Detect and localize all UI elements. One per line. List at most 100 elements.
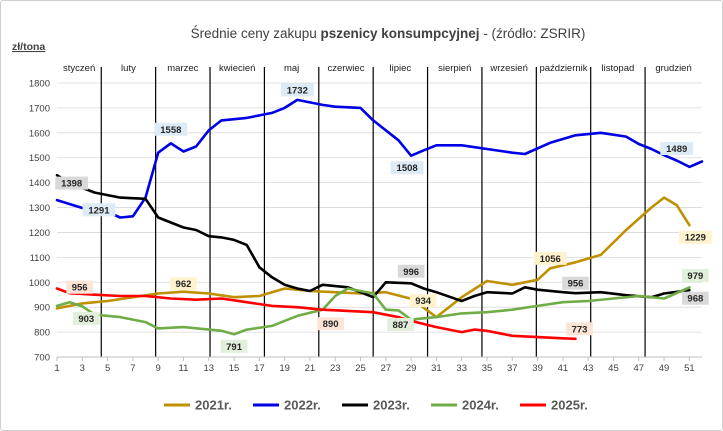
data-label-2024r: 887 bbox=[393, 320, 409, 331]
x-tick-label: 19 bbox=[279, 363, 290, 374]
y-tick-label: 1700 bbox=[29, 103, 50, 114]
x-tick-label: 31 bbox=[431, 363, 442, 374]
x-tick-label: 3 bbox=[80, 363, 85, 374]
y-tick-label: 1600 bbox=[29, 128, 50, 139]
data-label-2024r: 791 bbox=[226, 342, 243, 353]
data-label-2022r: 1508 bbox=[397, 163, 418, 174]
data-label-bg bbox=[682, 269, 709, 283]
data-label-bg bbox=[678, 230, 712, 244]
month-label: styczeń bbox=[63, 63, 95, 74]
x-tick-label: 25 bbox=[355, 363, 366, 374]
month-label: maj bbox=[284, 63, 299, 74]
x-tick-label: 5 bbox=[105, 363, 110, 374]
data-label-bg bbox=[280, 83, 314, 97]
month-label: wrzesień bbox=[489, 63, 528, 74]
data-label-bg bbox=[409, 294, 437, 308]
chart-title-prefix: Średnie ceny zakupu bbox=[191, 26, 321, 41]
legend-label-2021r: 2021r. bbox=[195, 398, 232, 413]
data-labels: 962 934 1056 1229 1291 1558 1732 1508 1489 1398 99… bbox=[55, 83, 712, 353]
axes: 700 800 900 1000 1100 1200 1300 1400 1500 1600 170… bbox=[29, 79, 702, 374]
x-tick-label: 7 bbox=[130, 363, 135, 374]
series-line-2023r bbox=[55, 173, 691, 303]
x-tick-label: 49 bbox=[659, 363, 670, 374]
x-tick-label: 37 bbox=[507, 363, 518, 374]
data-label-bg bbox=[397, 264, 425, 278]
data-label-2024r: 979 bbox=[687, 271, 703, 282]
y-tick-label: 1400 bbox=[29, 178, 50, 189]
x-tick-label: 9 bbox=[156, 363, 161, 374]
legend-label-2023r: 2023r. bbox=[373, 398, 410, 413]
x-tick-label: 21 bbox=[305, 363, 316, 374]
x-tick-label: 29 bbox=[406, 363, 417, 374]
data-label-2022r: 1489 bbox=[666, 144, 687, 155]
month-label: luty bbox=[121, 63, 136, 74]
series-line-2022r bbox=[55, 98, 704, 219]
data-label-2021r: 1229 bbox=[685, 233, 706, 244]
month-label: lipiec bbox=[390, 63, 412, 74]
y-tick-label: 1800 bbox=[29, 79, 50, 90]
month-label: październik bbox=[539, 63, 587, 74]
y-axis-unit-label: zł/tona bbox=[12, 41, 45, 53]
data-label-bg bbox=[566, 322, 593, 336]
data-label-bg bbox=[317, 317, 344, 331]
data-label-bg bbox=[55, 176, 89, 190]
data-label-2021r: 934 bbox=[415, 296, 432, 307]
chart-title-bold: pszenicy konsumpcyjnej bbox=[321, 26, 480, 41]
data-label-bg bbox=[533, 251, 567, 265]
data-label-bg bbox=[390, 161, 424, 175]
data-label-2023r: 968 bbox=[687, 294, 703, 305]
y-tick-label: 1100 bbox=[30, 253, 50, 264]
data-label-2022r: 1732 bbox=[287, 85, 308, 96]
x-tick-label: 51 bbox=[684, 363, 695, 374]
series-line-2025r bbox=[55, 287, 577, 341]
x-tick-label: 47 bbox=[633, 363, 644, 374]
data-label-bg bbox=[66, 280, 93, 294]
x-tick-label: 43 bbox=[583, 363, 594, 374]
data-label-bg bbox=[220, 339, 248, 353]
series-lines bbox=[55, 98, 704, 341]
data-label-2022r: 1291 bbox=[88, 205, 110, 216]
y-tick-label: 900 bbox=[34, 303, 50, 314]
y-tick-label: 800 bbox=[34, 328, 50, 339]
data-label-bg bbox=[387, 317, 414, 331]
month-label: kwiecień bbox=[219, 63, 255, 74]
data-label-2023r: 1398 bbox=[61, 179, 82, 190]
x-tick-label: 39 bbox=[532, 363, 543, 374]
x-tick-label: 17 bbox=[254, 363, 265, 374]
data-label-bg bbox=[72, 311, 100, 325]
series-line-2021r bbox=[55, 196, 691, 319]
data-label-2025r: 890 bbox=[323, 319, 339, 330]
legend-label-2024r: 2024r. bbox=[462, 398, 499, 413]
x-tick-label: 15 bbox=[229, 363, 240, 374]
y-tick-label: 1300 bbox=[29, 203, 50, 214]
legend: 2021r. 2022r. 2023r. 2024r. 2025r. bbox=[164, 398, 588, 413]
x-tick-label: 27 bbox=[381, 363, 392, 374]
y-tick-label: 700 bbox=[34, 353, 50, 364]
data-label-2023r: 996 bbox=[403, 267, 419, 278]
data-label-2022r: 1558 bbox=[160, 125, 181, 136]
month-label: marzec bbox=[167, 63, 198, 74]
data-label-bg bbox=[562, 276, 589, 290]
data-label-bg bbox=[170, 277, 197, 291]
x-tick-label: 1 bbox=[54, 363, 59, 374]
x-tick-label: 11 bbox=[179, 363, 189, 374]
x-tick-label: 33 bbox=[456, 363, 467, 374]
x-tick-label: 35 bbox=[482, 363, 493, 374]
chart-title: Średnie ceny zakupu pszenicy konsumpcyjn… bbox=[191, 26, 586, 41]
x-tick-label: 45 bbox=[608, 363, 619, 374]
data-label-bg bbox=[154, 122, 188, 136]
chart-title-suffix: - (źródło: ZSRIR) bbox=[480, 26, 586, 41]
data-label-2023r: 956 bbox=[568, 279, 584, 290]
series-line-2024r bbox=[55, 286, 691, 336]
month-label: grudzień bbox=[655, 63, 691, 74]
y-tick-label: 1500 bbox=[29, 153, 50, 164]
month-label: sierpień bbox=[438, 63, 471, 74]
x-tick-label: 41 bbox=[558, 363, 569, 374]
data-label-2024r: 903 bbox=[78, 314, 94, 325]
month-label: listopad bbox=[602, 63, 635, 74]
x-tick-label: 23 bbox=[330, 363, 341, 374]
data-label-2021r: 962 bbox=[176, 279, 192, 290]
legend-label-2022r: 2022r. bbox=[284, 398, 321, 413]
